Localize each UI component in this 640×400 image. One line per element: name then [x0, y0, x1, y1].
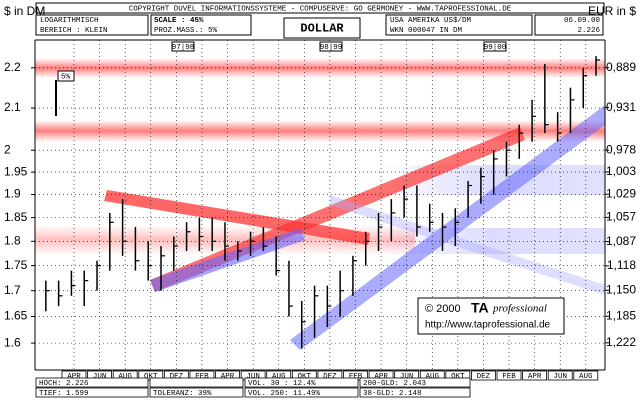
x-tick-label: AUG — [579, 373, 593, 381]
y-axis-label: $ in DM — [4, 4, 45, 18]
footer-cell — [359, 377, 471, 388]
footer-text: HOCH: 2.226 — [39, 380, 89, 388]
footer-cell — [244, 377, 359, 388]
footer-cell — [35, 377, 149, 388]
y2-tick-label: 0,889 — [606, 60, 636, 74]
date: 06.09.00 — [564, 17, 601, 25]
year-mark: 99|00 — [484, 44, 507, 52]
y2-tick-label: 1,222 — [606, 335, 636, 349]
x-tick-label: OKT — [298, 373, 312, 381]
scale: SCALE : 45% — [154, 17, 204, 25]
y-tick-label: 2.2 — [4, 60, 21, 74]
percent: PROZ.MASS.: 5% — [154, 27, 218, 35]
footer-cell — [359, 387, 471, 398]
y-tick-label: 1.7 — [4, 283, 21, 297]
y-tick-label: 1.9 — [4, 187, 21, 201]
x-tick-label: JUN — [400, 373, 414, 381]
y2-tick-label: 1,150 — [606, 282, 636, 296]
x-label-box — [471, 370, 496, 381]
x-tick-label: APR — [221, 373, 235, 381]
y-tick-label: 1.8 — [4, 233, 21, 247]
y-tick-label: 1.65 — [4, 309, 28, 323]
instrument: DOLLAR — [300, 22, 344, 36]
watermark-brand: TA — [471, 300, 489, 316]
x-tick-label: DEZ — [323, 373, 337, 381]
y-tick-label: 2 — [4, 142, 11, 156]
y2-tick-label: 1,087 — [606, 234, 636, 248]
footer-text: TIEF: 1.599 — [39, 390, 89, 398]
x-tick-label: OKT — [144, 373, 158, 381]
y-tick-label: 1.85 — [4, 210, 28, 224]
y2-axis-label: EUR in $ — [588, 4, 636, 18]
footer-text: VOL. 30 : 12.4% — [248, 380, 316, 388]
x-tick-label: JUN — [93, 373, 107, 381]
country: USA AMERIKA US$/DM — [390, 17, 472, 25]
x-label-box — [522, 370, 548, 381]
x-tick-label: DEZ — [477, 373, 491, 381]
footer-cell — [149, 377, 244, 388]
grid — [35, 40, 605, 370]
watermark-url: http://www.taprofessional.de — [425, 320, 551, 331]
watermark-year: © 2000 — [425, 303, 461, 315]
footer-text: VOL. 250: 11.49% — [248, 390, 321, 398]
y2-tick-label: 1,057 — [606, 210, 636, 224]
footer-cell — [244, 387, 359, 398]
footer-text: 200-GLD: 2.043 — [363, 380, 427, 388]
y2-tick-label: 1,003 — [606, 164, 636, 178]
y2-tick-label: 1,118 — [607, 258, 636, 272]
year-mark: 97|98 — [172, 44, 195, 52]
x-tick-label: APR — [528, 373, 542, 381]
y2-tick-label: 1,029 — [606, 186, 636, 200]
x-tick-label: DEZ — [170, 373, 184, 381]
x-tick-label: OKT — [451, 373, 465, 381]
scale-marker: 5% — [61, 73, 71, 81]
y-tick-label: 2.1 — [4, 100, 21, 114]
scale-type: LOGARITHMISCH — [40, 17, 99, 25]
y2-tick-label: 0,931 — [606, 100, 636, 114]
footer-cell — [35, 387, 149, 398]
x-tick-label: JUN — [553, 373, 567, 381]
watermark-brand-2: professional — [492, 303, 547, 315]
x-label-box — [547, 370, 573, 381]
wkn: WKN 000047 IN DM — [390, 27, 463, 35]
y-tick-label: 1.75 — [4, 258, 28, 272]
x-tick-label: APR — [67, 373, 81, 381]
y2-tick-label: 1,185 — [606, 308, 636, 322]
header: COPYRIGHT DUVEL INFORMATIONSSYSTEME - CO… — [4, 2, 636, 116]
watermark: © 2000 TA professional http://www.taprof… — [417, 297, 565, 335]
x-tick-label: JUN — [246, 373, 260, 381]
x-tick-label: APR — [374, 373, 388, 381]
copyright: COPYRIGHT DUVEL INFORMATIONSSYSTEME - CO… — [129, 5, 512, 13]
last-price: 2.226 — [577, 27, 600, 35]
range: BEREICH : KLEIN — [40, 27, 108, 35]
x-tick-label: AUG — [426, 373, 440, 381]
footer-text: 38-GLD: 2.148 — [363, 390, 422, 398]
x-tick-label: FEB — [195, 373, 209, 381]
y-tick-label: 1.6 — [4, 335, 21, 349]
x-label-box — [573, 370, 599, 381]
x-label-box — [496, 370, 522, 381]
x-tick-label: AUG — [272, 373, 286, 381]
x-tick-label: AUG — [118, 373, 132, 381]
x-tick-label: FEB — [502, 373, 516, 381]
y-tick-label: 1.95 — [4, 164, 28, 178]
year-mark: 98|99 — [320, 44, 343, 52]
footer-cell — [149, 387, 244, 398]
footer-text: TOLERANZ: 39% — [153, 390, 212, 398]
x-tick-label: FEB — [349, 373, 363, 381]
y2-tick-label: 0,978 — [606, 142, 636, 156]
